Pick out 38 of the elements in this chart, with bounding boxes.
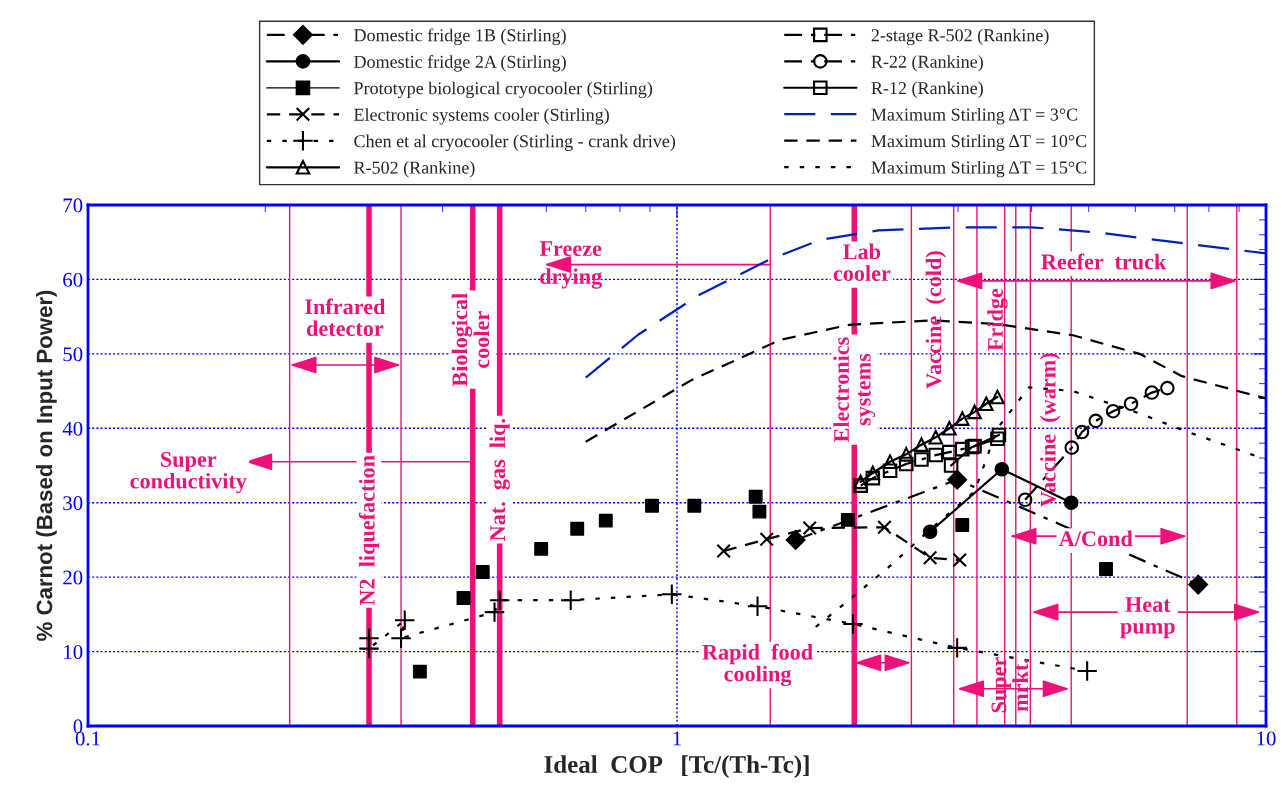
legend-label: Domestic fridge 2A (Stirling) <box>354 55 566 72</box>
annotation: A/Cond <box>1058 530 1133 547</box>
x-tick-label: 10 <box>1257 731 1276 746</box>
annotation: Super conductivity <box>130 451 247 494</box>
y-tick-label: 20 <box>63 570 83 585</box>
ref-line-label: Biological cooler <box>451 293 490 387</box>
legend-label: Prototype biological cryocooler (Stirling) <box>354 81 653 99</box>
annotation: Reefer truck <box>1041 253 1167 270</box>
x-axis-title: Ideal COP [Tc/(Th-Tc)] <box>544 755 809 778</box>
annotation: Infrared detector <box>305 298 386 337</box>
annotation: Fridge <box>987 288 1008 351</box>
legend-label: R-22 (Rankine) <box>871 55 983 72</box>
legend-label: Domestic fridge 1B (Stirling) <box>354 28 566 46</box>
legend-label: 2-stage R-502 (Rankine) <box>871 28 1049 46</box>
ref-line-label: Nat. gas liq. <box>489 418 510 541</box>
y-tick-label: 30 <box>63 496 83 511</box>
ref-line-label: Electronics systems <box>833 337 876 443</box>
annotation: Vaccine (warm) <box>1040 353 1061 507</box>
x-tick-label: 1 <box>673 731 681 746</box>
ref-line-label: N2 liquefaction <box>358 455 380 606</box>
annotation: Lab cooler <box>833 243 891 281</box>
legend-label: Electronic systems cooler (Stirling) <box>354 108 609 125</box>
annotation: Heat pump <box>1120 597 1175 639</box>
legend-label: Maximum Stirling ΔT = 3°C <box>871 107 1078 125</box>
annotation: Vaccine (cold) <box>925 251 946 389</box>
legend-label: Chen et al cryocooler (Stirling - crank drive) <box>354 134 676 152</box>
y-tick-label: 50 <box>63 347 83 362</box>
y-tick-label: 70 <box>63 198 83 213</box>
annotation: Rapid food cooling <box>702 643 813 687</box>
legend-label: Maximum Stirling ΔT = 10°C <box>871 134 1087 151</box>
legend-label: Maximum Stirling ΔT = 15°C <box>871 160 1087 178</box>
annotation: Freeze drying <box>539 241 602 289</box>
y-tick-label: 60 <box>63 272 83 287</box>
legend-label: R-12 (Rankine) <box>871 81 983 98</box>
legend-label: R-502 (Rankine) <box>354 161 475 178</box>
y-tick-label: 10 <box>64 644 83 659</box>
y-tick-label: 40 <box>62 421 83 436</box>
y-axis-title: % Carnot (Based on Input Power) <box>36 290 57 641</box>
